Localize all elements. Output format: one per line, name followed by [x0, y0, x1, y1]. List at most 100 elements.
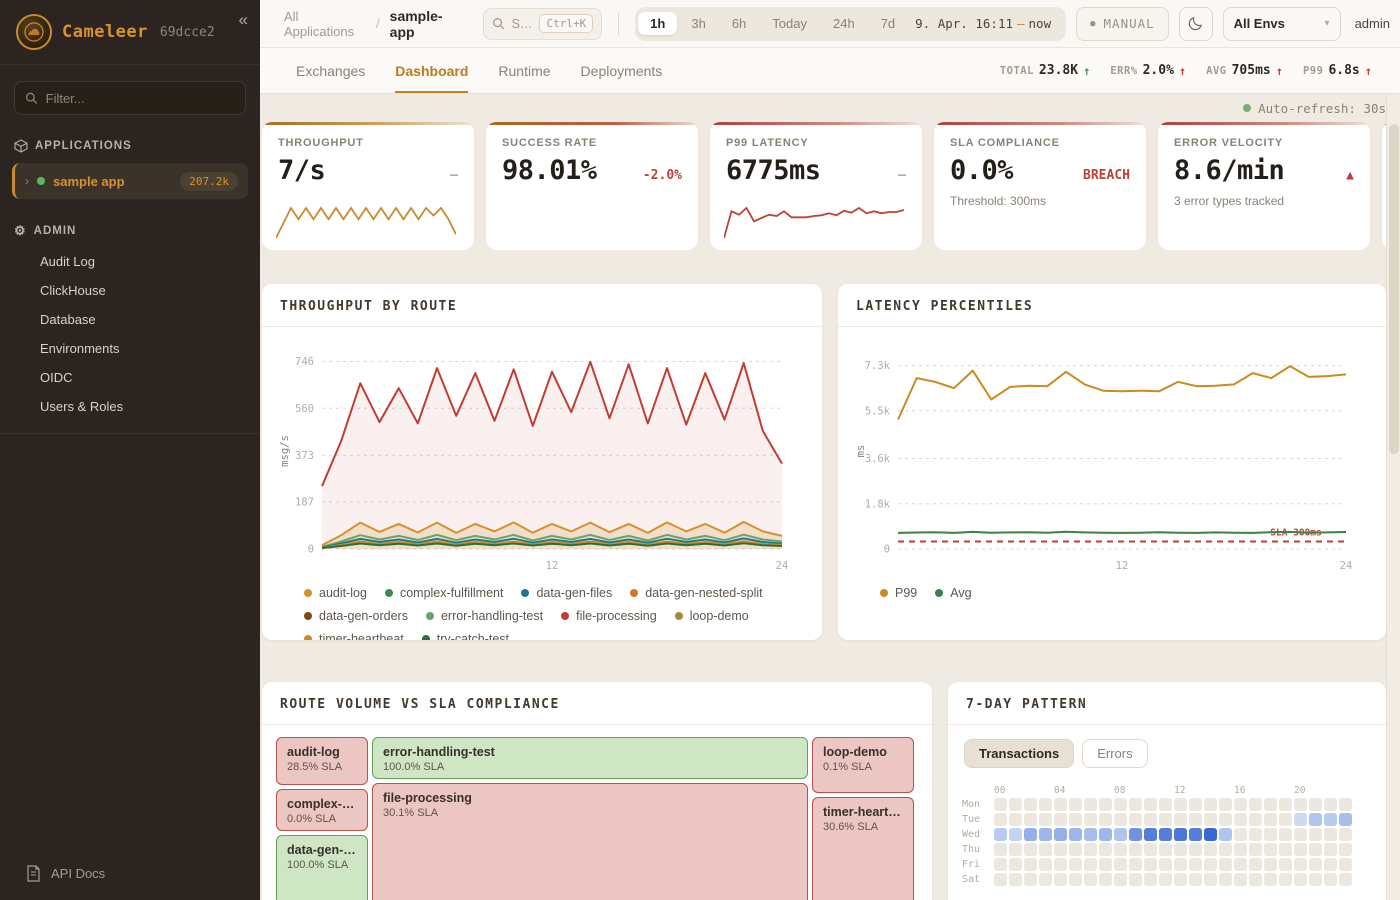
heatmap-cell[interactable] [1054, 828, 1067, 841]
time-range-today[interactable]: Today [772, 16, 807, 31]
heatmap-cell[interactable] [1129, 813, 1142, 826]
heatmap-cell[interactable] [1339, 813, 1352, 826]
heatmap-cell[interactable] [1114, 828, 1127, 841]
heatmap-cell[interactable] [1204, 828, 1217, 841]
heatmap-cell[interactable] [1234, 828, 1247, 841]
heatmap-cell[interactable] [1024, 828, 1037, 841]
sidebar-item-sample-app[interactable]: › sample app 207.2k [12, 163, 248, 199]
heatmap-cell[interactable] [1339, 843, 1352, 856]
heatmap-cell[interactable] [1099, 858, 1112, 871]
sidebar-item-audit-log[interactable]: Audit Log [40, 254, 95, 269]
sidebar-item-database[interactable]: Database [40, 312, 96, 327]
toggle-transactions[interactable]: Transactions [964, 739, 1075, 768]
heatmap-cell[interactable] [1219, 798, 1232, 811]
heatmap-cell[interactable] [1024, 843, 1037, 856]
heatmap-cell[interactable] [1309, 843, 1322, 856]
heatmap-cell[interactable] [1279, 843, 1292, 856]
sidebar-item-oidc[interactable]: OIDC [40, 370, 73, 385]
heatmap-cell[interactable] [1264, 828, 1277, 841]
heatmap-cell[interactable] [1159, 813, 1172, 826]
heatmap-cell[interactable] [1219, 813, 1232, 826]
heatmap-cell[interactable] [994, 843, 1007, 856]
heatmap-cell[interactable] [1174, 843, 1187, 856]
heatmap-cell[interactable] [1339, 798, 1352, 811]
heatmap-cell[interactable] [1189, 813, 1202, 826]
heatmap-cell[interactable] [1249, 843, 1262, 856]
heatmap-cell[interactable] [1249, 813, 1262, 826]
heatmap-cell[interactable] [1294, 858, 1307, 871]
heatmap-cell[interactable] [1294, 828, 1307, 841]
heatmap-cell[interactable] [1204, 798, 1217, 811]
treemap-block-loop-demo[interactable]: loop-demo 0.1% SLA [812, 737, 914, 793]
heatmap-cell[interactable] [1144, 828, 1157, 841]
time-range-3h[interactable]: 3h [691, 16, 706, 31]
heatmap-cell[interactable] [1039, 813, 1052, 826]
heatmap-cell[interactable] [1204, 843, 1217, 856]
heatmap-cell[interactable] [1189, 858, 1202, 871]
heatmap-cell[interactable] [1264, 798, 1277, 811]
heatmap-cell[interactable] [1279, 798, 1292, 811]
heatmap-cell[interactable] [1114, 873, 1127, 886]
sidebar-item-clickhouse[interactable]: ClickHouse [40, 283, 106, 298]
heatmap-cell[interactable] [1324, 843, 1337, 856]
heatmap-cell[interactable] [1264, 873, 1277, 886]
heatmap-cell[interactable] [1264, 843, 1277, 856]
heatmap-cell[interactable] [1174, 798, 1187, 811]
time-range-1h[interactable]: 1h [638, 12, 678, 35]
heatmap-cell[interactable] [1294, 873, 1307, 886]
heatmap-cell[interactable] [1039, 798, 1052, 811]
treemap-block-file-processing[interactable]: file-processing 30.1% SLA [372, 783, 808, 900]
sidebar-item-environments[interactable]: Environments [40, 341, 120, 356]
heatmap-cell[interactable] [1324, 828, 1337, 841]
heatmap-cell[interactable] [1249, 858, 1262, 871]
heatmap-cell[interactable] [1249, 873, 1262, 886]
time-range-24h[interactable]: 24h [832, 16, 855, 31]
sidebar-filter[interactable] [14, 81, 246, 115]
heatmap-cell[interactable] [994, 813, 1007, 826]
heatmap-cell[interactable] [1024, 858, 1037, 871]
heatmap-cell[interactable] [1234, 798, 1247, 811]
heatmap-cell[interactable] [1309, 828, 1322, 841]
heatmap-cell[interactable] [1144, 813, 1157, 826]
treemap-block-audit-log[interactable]: audit-log 28.5% SLA [276, 737, 368, 785]
heatmap-cell[interactable] [994, 858, 1007, 871]
breadcrumb-root[interactable]: All Applications [284, 8, 355, 39]
heatmap-cell[interactable] [1009, 858, 1022, 871]
heatmap-cell[interactable] [1009, 873, 1022, 886]
heatmap-cell[interactable] [1264, 858, 1277, 871]
heatmap-cell[interactable] [1099, 873, 1112, 886]
heatmap-cell[interactable] [994, 873, 1007, 886]
heatmap-cell[interactable] [1054, 843, 1067, 856]
heatmap-cell[interactable] [1174, 873, 1187, 886]
tab-runtime[interactable]: Runtime [498, 62, 551, 79]
heatmap-cell[interactable] [1114, 843, 1127, 856]
heatmap-cell[interactable] [1294, 798, 1307, 811]
heatmap-cell[interactable] [1039, 843, 1052, 856]
heatmap-cell[interactable] [1234, 813, 1247, 826]
heatmap-cell[interactable] [1159, 873, 1172, 886]
heatmap-cell[interactable] [1054, 813, 1067, 826]
heatmap-cell[interactable] [1114, 858, 1127, 871]
heatmap-cell[interactable] [1144, 798, 1157, 811]
heatmap-cell[interactable] [1114, 813, 1127, 826]
heatmap-cell[interactable] [1279, 873, 1292, 886]
heatmap-cell[interactable] [1219, 873, 1232, 886]
heatmap-cell[interactable] [994, 828, 1007, 841]
tab-dashboard[interactable]: Dashboard [395, 48, 469, 93]
heatmap-cell[interactable] [1234, 873, 1247, 886]
heatmap-cell[interactable] [1099, 813, 1112, 826]
heatmap-cell[interactable] [1069, 843, 1082, 856]
heatmap-cell[interactable] [1069, 858, 1082, 871]
heatmap-cell[interactable] [1069, 828, 1082, 841]
heatmap-cell[interactable] [1249, 828, 1262, 841]
heatmap-cell[interactable] [1174, 858, 1187, 871]
heatmap-cell[interactable] [1174, 813, 1187, 826]
heatmap-cell[interactable] [1084, 843, 1097, 856]
heatmap-cell[interactable] [1339, 873, 1352, 886]
global-search[interactable]: S… Ctrl+K [482, 7, 603, 40]
sidebar-collapse-icon[interactable]: « [238, 10, 248, 29]
heatmap-cell[interactable] [1129, 858, 1142, 871]
heatmap-cell[interactable] [1144, 873, 1157, 886]
heatmap-cell[interactable] [994, 798, 1007, 811]
heatmap-cell[interactable] [1114, 798, 1127, 811]
